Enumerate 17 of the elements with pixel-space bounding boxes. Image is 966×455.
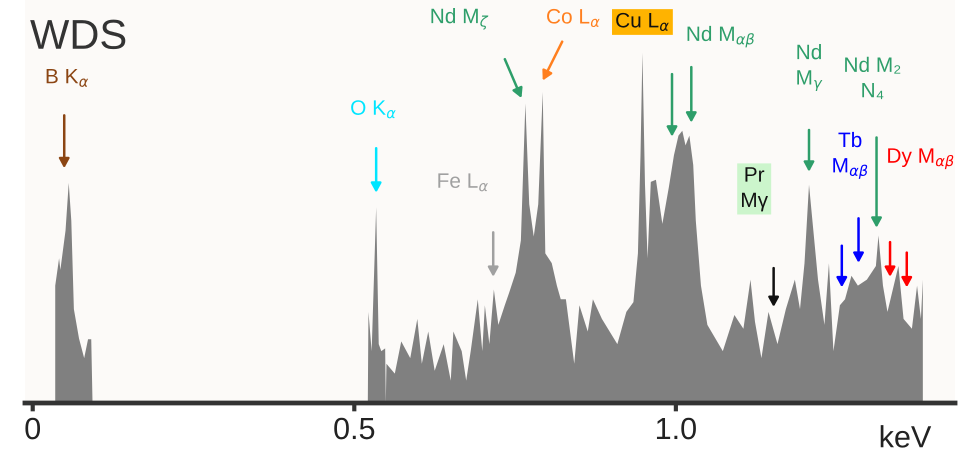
text: Nd M$_{ζ}$ [431,8,488,30]
annotation: O K$_{α}$ [351,100,396,118]
annotation: Tb M$_{αβ}$ [833,132,868,179]
text: Cu L$_{α}$ [616,12,669,31]
annotation: Pr Mγ [742,167,768,212]
annotation: Dy M$_{αβ}$ [888,148,954,170]
x-tick-label: 0.5 [334,418,374,440]
text: Co L$_{α}$ [547,8,600,28]
annotation: B K$_{α}$ [46,68,88,87]
x-tick-label: 0 [25,418,40,440]
x-axis-title: keV [880,425,932,448]
x-tick-label: 1.0 [656,418,696,440]
chart-title: WDS [30,20,126,50]
annotation: Nd M₂ N₄ [845,56,900,100]
text: Nd M$_{αβ}$ [688,26,754,48]
annotation: Nd M$_{γ}$ [797,44,822,92]
annotation: Fe L$_{α}$ [438,173,488,192]
